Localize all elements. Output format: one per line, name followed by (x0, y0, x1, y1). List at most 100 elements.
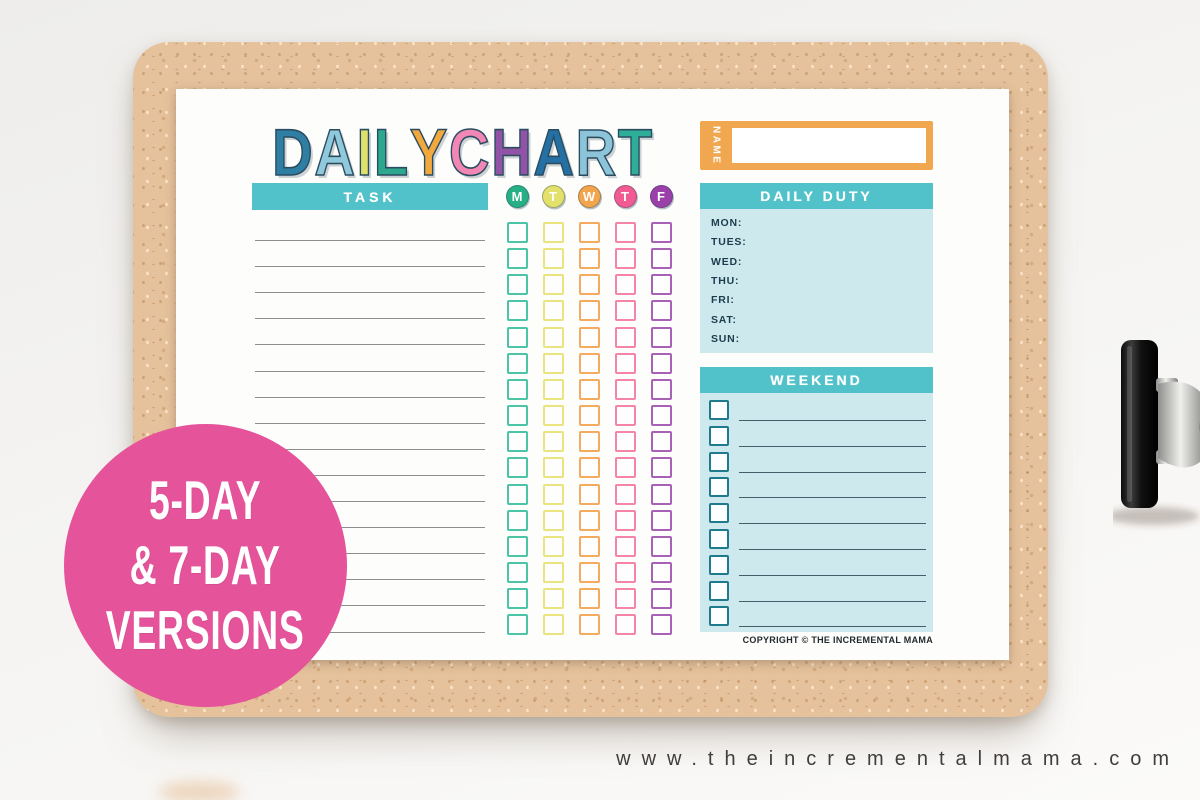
checkbox-tuesday (542, 248, 564, 270)
checkbox-tuesday (542, 326, 564, 348)
checkbox-thursday (614, 300, 636, 322)
copyright-text: COPYRIGHT © THE INCREMENTAL MAMA (742, 635, 933, 645)
checkbox-wednesday (578, 248, 600, 270)
checkbox-wednesday (578, 509, 600, 531)
task-line (255, 370, 485, 372)
checkbox-wednesday (578, 535, 600, 557)
title-letter-6: C (448, 115, 492, 189)
checkbox-tuesday (542, 561, 564, 583)
checkbox-thursday (614, 405, 636, 427)
checkbox-thursday (614, 457, 636, 479)
checkbox-monday (506, 378, 528, 400)
weekend-panel (700, 393, 933, 632)
title-letter-0: D (271, 115, 315, 189)
checkbox-wednesday (578, 588, 600, 610)
checkbox-friday (650, 614, 672, 636)
checkbox-tuesday (542, 588, 564, 610)
task-line (255, 579, 485, 581)
daily-duty-panel: MON: TUES: WED: THU: FRI: SAT: SUN: (700, 209, 933, 353)
task-line (255, 396, 485, 398)
day-circle-friday: F (649, 185, 673, 208)
checkbox-friday (650, 248, 672, 270)
task-line (255, 292, 485, 294)
title-letter-4: Y (409, 115, 449, 189)
clip-chrome-arm (1158, 381, 1200, 468)
task-line (255, 474, 485, 476)
task-line (255, 448, 485, 450)
weekend-line (739, 420, 926, 421)
weekend-checkbox (709, 529, 729, 549)
task-line (255, 527, 485, 529)
checkbox-monday (506, 352, 528, 374)
checkbox-tuesday (542, 535, 564, 557)
website-url: www.theincrementalmama.com (616, 748, 1180, 770)
checkbox-wednesday (578, 431, 600, 453)
checkbox-monday (506, 274, 528, 296)
checkbox-monday (506, 614, 528, 636)
daily-duty-header: DAILY DUTY (700, 183, 933, 209)
checkbox-tuesday (542, 431, 564, 453)
weekend-checkbox (709, 580, 729, 601)
weekend-line (739, 600, 926, 602)
duty-day-label: TUES: (711, 236, 747, 249)
checkbox-wednesday (578, 561, 600, 583)
versions-badge-line: & 7-DAY (130, 534, 281, 596)
checkbox-wednesday (578, 326, 600, 348)
versions-badge-line: 5-DAY (149, 469, 262, 531)
task-line (255, 318, 485, 320)
checkbox-monday (506, 483, 528, 505)
checkbox-wednesday (578, 457, 600, 479)
checkbox-friday (650, 561, 672, 583)
checkbox-thursday (614, 274, 636, 296)
checkbox-thursday (614, 614, 636, 636)
clip-handle-highlight (1127, 346, 1132, 502)
name-field: NAME (700, 121, 933, 170)
blurred-foreground-object (158, 781, 240, 800)
checkbox-friday (650, 274, 672, 296)
checkbox-monday (506, 248, 528, 270)
checkbox-monday (506, 326, 528, 348)
checkbox-thursday (614, 509, 636, 531)
weekend-checkbox (709, 606, 729, 627)
checkbox-thursday (614, 588, 636, 610)
checkbox-thursday (614, 378, 636, 400)
title-letter-8: A (533, 115, 576, 189)
task-line (255, 553, 485, 555)
versions-badge-text: 5-DAY & 7-DAY VERSIONS (106, 468, 305, 663)
checkbox-friday (650, 588, 672, 610)
checkbox-friday (650, 431, 672, 453)
clip-shadow (1113, 507, 1199, 525)
checkbox-tuesday (542, 405, 564, 427)
weekend-line (739, 471, 926, 473)
name-field-label: NAME (710, 125, 722, 166)
weekend-checkbox (709, 400, 729, 420)
checkbox-monday (506, 561, 528, 583)
checkbox-wednesday (578, 352, 600, 374)
day-circle-monday: M (505, 185, 529, 208)
checkbox-monday (506, 588, 528, 610)
checkbox-friday (650, 405, 672, 427)
weekend-checkbox (709, 477, 729, 498)
weekend-header: WEEKEND (700, 367, 933, 393)
duty-day-label: THU: (711, 274, 740, 287)
title-letter-10: T (617, 115, 654, 189)
task-line (255, 240, 485, 241)
weekend-line (739, 497, 926, 499)
checkbox-wednesday (578, 222, 600, 243)
checkbox-thursday (614, 561, 636, 583)
duty-day-label: WED: (711, 255, 743, 268)
checkbox-friday (650, 509, 672, 531)
task-line (255, 344, 485, 346)
checkbox-wednesday (578, 614, 600, 636)
checkbox-thursday (614, 483, 636, 505)
checkbox-wednesday (578, 378, 600, 400)
checkbox-monday (506, 222, 528, 243)
checkbox-friday (650, 457, 672, 479)
weekend-line (739, 523, 926, 525)
checkbox-tuesday (542, 457, 564, 479)
checkbox-wednesday (578, 483, 600, 505)
weekend-line (739, 549, 926, 550)
